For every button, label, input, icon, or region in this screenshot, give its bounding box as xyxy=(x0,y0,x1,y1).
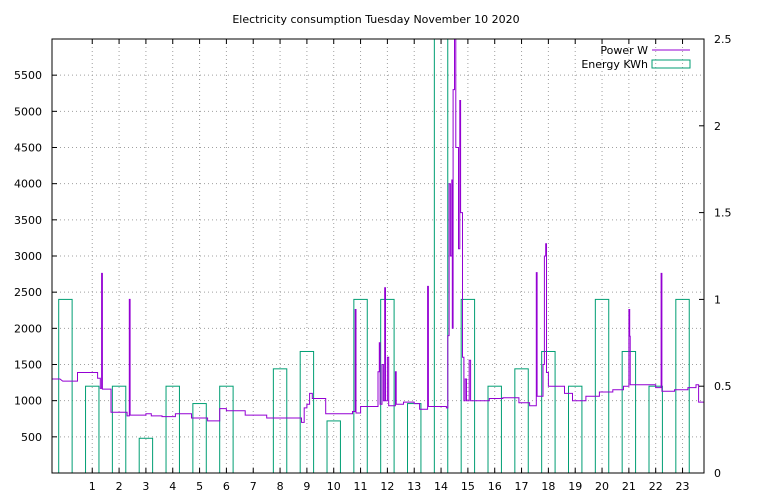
y-right-tick-label: 2.5 xyxy=(714,33,732,46)
x-tick-label: 3 xyxy=(142,480,149,493)
y-left-tick-label: 3500 xyxy=(14,214,42,227)
energy-bar xyxy=(407,403,422,474)
energy-bar xyxy=(460,298,476,474)
legend-label-energy: Energy KWh xyxy=(581,58,648,71)
energy-bars xyxy=(58,38,690,474)
x-tick-label: 2 xyxy=(116,480,123,493)
x-tick-label: 23 xyxy=(676,480,690,493)
energy-bar xyxy=(272,368,288,474)
energy-bar xyxy=(326,420,341,474)
y-right-tick-label: 1 xyxy=(714,293,721,306)
x-tick-label: 21 xyxy=(622,480,636,493)
power-line xyxy=(52,38,704,423)
x-tick-label: 4 xyxy=(169,480,176,493)
x-tick-label: 7 xyxy=(250,480,257,493)
grid xyxy=(52,39,704,473)
y-left-tick-label: 4500 xyxy=(14,142,42,155)
y-left-tick-label: 1500 xyxy=(14,359,42,372)
y-left-tick-label: 5000 xyxy=(14,105,42,118)
y-right-tick-label: 2 xyxy=(714,120,721,133)
y-left-tick-label: 2500 xyxy=(14,286,42,299)
y-left-tick-label: 2000 xyxy=(14,322,42,335)
x-tick-label: 22 xyxy=(649,480,663,493)
x-tick-label: 16 xyxy=(488,480,502,493)
x-tick-label: 8 xyxy=(277,480,284,493)
x-tick-label: 9 xyxy=(303,480,310,493)
legend-swatch-energy xyxy=(651,59,691,69)
x-tick-label: 10 xyxy=(327,480,341,493)
x-tick-label: 13 xyxy=(407,480,421,493)
chart-title: Electricity consumption Tuesday November… xyxy=(232,13,519,26)
x-tick-label: 6 xyxy=(223,480,230,493)
x-tick-label: 12 xyxy=(380,480,394,493)
y-left-tick-label: 1000 xyxy=(14,395,42,408)
x-tick-label: 11 xyxy=(354,480,368,493)
y-right-tick-label: 0.5 xyxy=(714,380,732,393)
plot-frame xyxy=(51,38,705,474)
y-left-tick-label: 5500 xyxy=(14,69,42,82)
x-tick-label: 14 xyxy=(434,480,448,493)
energy-bar xyxy=(594,298,610,474)
power-line-group xyxy=(52,38,704,423)
x-tick-label: 18 xyxy=(541,480,555,493)
y-right-tick-label: 1.5 xyxy=(714,207,732,220)
x-tick-label: 1 xyxy=(89,480,96,493)
x-tick-label: 5 xyxy=(196,480,203,493)
energy-bar xyxy=(192,403,207,474)
legend-label-power: Power W xyxy=(600,44,648,57)
energy-bar xyxy=(299,350,315,474)
x-tick-label: 15 xyxy=(461,480,475,493)
x-tick-label: 20 xyxy=(595,480,609,493)
axis-ticks: 1 2 3 4 5 6 7 8 9 10 11 12 13 14 15 16 17 18 19 20 21 22 23500… xyxy=(14,33,732,493)
energy-bar xyxy=(514,368,529,474)
energy-bar xyxy=(675,298,690,474)
x-tick-label: 17 xyxy=(515,480,529,493)
y-left-tick-label: 3000 xyxy=(14,250,42,263)
energy-bar xyxy=(58,298,73,474)
y-left-tick-label: 4000 xyxy=(14,178,42,191)
y-left-tick-label: 500 xyxy=(21,431,42,444)
x-tick-label: 19 xyxy=(568,480,582,493)
y-right-tick-label: 0 xyxy=(714,467,721,480)
energy-bar xyxy=(541,350,556,474)
